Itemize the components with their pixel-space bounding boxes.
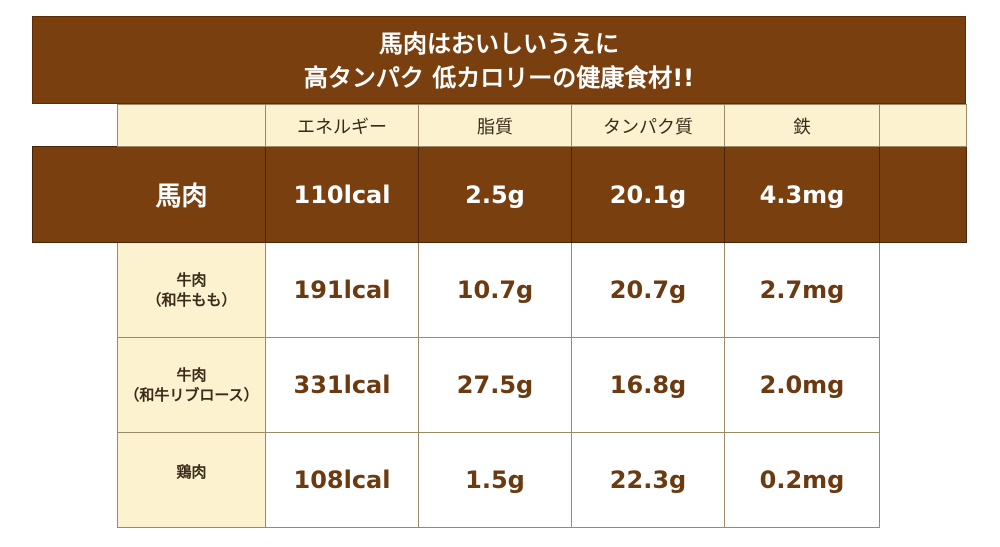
row-energy: 108lcal [265,432,419,528]
highlight-fat: 2.5g [418,146,572,243]
row-iron: 2.7mg [724,242,880,338]
highlight-energy: 110lcal [265,146,419,243]
row-label: 鶏肉 [117,432,266,528]
row-label-line2: （和牛リブロース） [124,386,259,404]
header-energy: エネルギー [265,104,419,147]
row-iron: 2.0mg [724,337,880,433]
table-row: 鶏肉 108lcal 1.5g 22.3g 0.2mg [32,432,967,528]
row-label: 牛肉 （和牛もも） [117,242,266,338]
highlight-protein: 20.1g [571,146,725,243]
row-label: 牛肉 （和牛リブロース） [117,337,266,433]
row-fat: 27.5g [418,337,572,433]
row-fat: 10.7g [418,242,572,338]
highlight-lead [32,146,118,243]
row-protein: 22.3g [571,432,725,528]
title-line-2: 高タンパク 低カロリーの健康食材!! [303,64,695,92]
header-edge-left [32,104,118,147]
highlight-row-horse-meat: 馬肉 110lcal 2.5g 20.1g 4.3mg [32,146,967,243]
row-iron: 0.2mg [724,432,880,528]
row-protein: 16.8g [571,337,725,433]
row-fat: 1.5g [418,432,572,528]
row-energy: 191lcal [265,242,419,338]
header-protein: タンパク質 [571,104,725,147]
header-fat: 脂質 [418,104,572,147]
highlight-iron: 4.3mg [724,146,880,243]
row-label-line1: 牛肉 [176,271,207,289]
header-row: エネルギー 脂質 タンパク質 鉄 [32,104,967,147]
row-label-line2: （和牛もも） [146,291,237,309]
title-banner: 馬肉はおいしいうえに 高タンパク 低カロリーの健康食材!! [32,16,966,104]
row-protein: 20.7g [571,242,725,338]
header-blank-right [879,104,967,147]
table-row: 牛肉 （和牛もも） 191lcal 10.7g 20.7g 2.7mg [32,242,967,338]
row-energy: 331lcal [265,337,419,433]
row-label-line1: 鶏肉 [176,463,207,481]
header-iron: 鉄 [724,104,880,147]
highlight-label: 馬肉 [117,146,266,243]
table-row: 牛肉 （和牛リブロース） 331lcal 27.5g 16.8g 2.0mg [32,337,967,433]
row-label-line1: 牛肉 [176,366,207,384]
nutrition-table: エネルギー 脂質 タンパク質 鉄 馬肉 110lcal 2.5g 20.1g 4… [32,104,967,528]
highlight-tail [879,146,967,243]
title-line-1: 馬肉はおいしいうえに [379,30,619,58]
header-blank-cell [117,104,266,147]
